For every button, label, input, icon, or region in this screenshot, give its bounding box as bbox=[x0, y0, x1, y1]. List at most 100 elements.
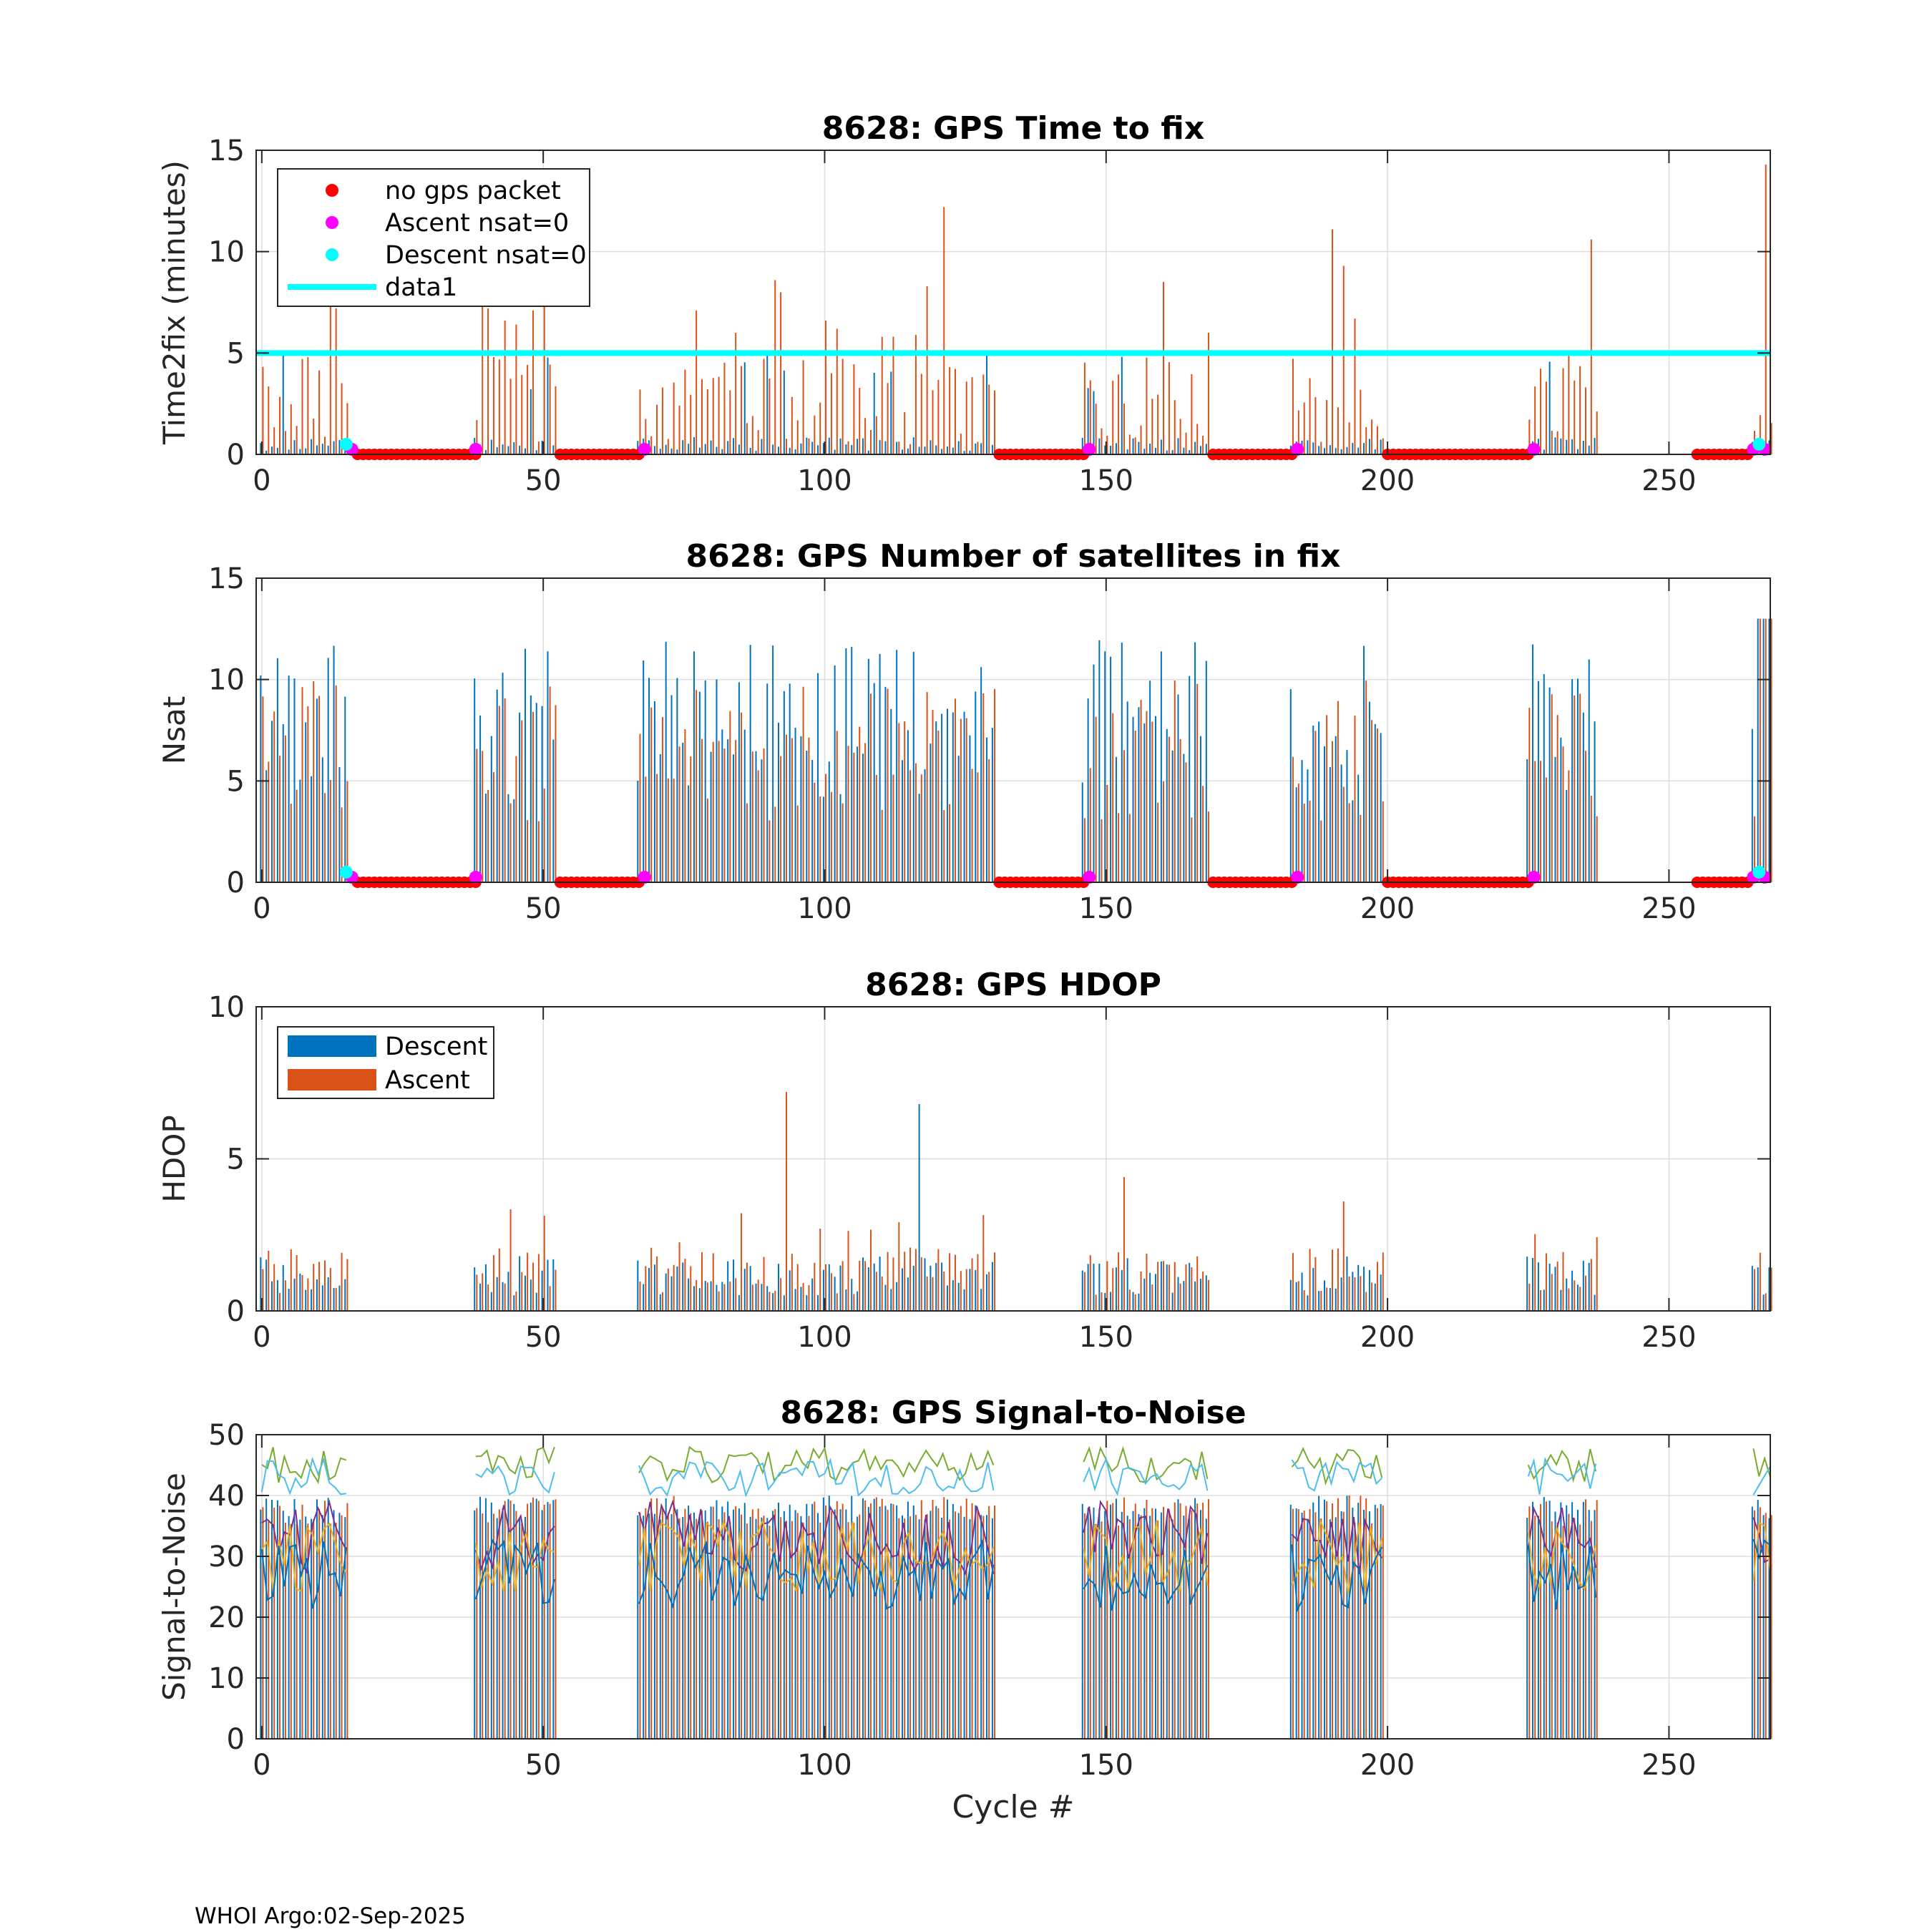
descent-nsat0-marker bbox=[1752, 437, 1766, 451]
legend-swatch bbox=[288, 1069, 376, 1091]
snr-series-line bbox=[1291, 1544, 1383, 1613]
ascent-nsat0-marker bbox=[1291, 870, 1304, 884]
x-tick-label: 250 bbox=[1641, 892, 1696, 925]
legend-label: Descent bbox=[385, 1033, 487, 1061]
x-tick-label: 50 bbox=[525, 464, 562, 497]
y-tick-label: 10 bbox=[208, 991, 245, 1024]
chart-title: 8628: GPS Number of satellites in fix bbox=[686, 538, 1341, 575]
snr-series-line bbox=[474, 1531, 555, 1592]
y-tick-label: 50 bbox=[208, 1419, 245, 1452]
snr-series-line bbox=[1083, 1546, 1209, 1611]
legend-marker bbox=[326, 216, 338, 229]
ascent-nsat0-marker bbox=[1083, 870, 1096, 884]
y-axis-label: Time2fix (minutes) bbox=[157, 160, 192, 445]
x-tick-label: 0 bbox=[253, 464, 270, 497]
descent-nsat0-marker bbox=[339, 865, 353, 879]
y-tick-label: 20 bbox=[208, 1601, 245, 1634]
snr-series-line bbox=[1752, 1538, 1771, 1560]
x-tick-label: 250 bbox=[1641, 1321, 1696, 1354]
y-tick-label: 40 bbox=[208, 1480, 245, 1513]
x-tick-label: 150 bbox=[1079, 1321, 1133, 1354]
x-tick-label: 50 bbox=[525, 892, 562, 925]
x-tick-label: 100 bbox=[797, 892, 852, 925]
legend-swatch bbox=[288, 1035, 376, 1057]
ascent-nsat0-marker bbox=[638, 442, 651, 456]
legend-label: no gps packet bbox=[385, 177, 561, 205]
x-tick-label: 50 bbox=[525, 1749, 562, 1782]
snr-series-line bbox=[475, 1465, 555, 1496]
x-tick-label: 50 bbox=[525, 1321, 562, 1354]
snr-series-line bbox=[1291, 1446, 1383, 1485]
ascent-nsat0-marker bbox=[1527, 442, 1541, 456]
y-tick-label: 0 bbox=[227, 439, 245, 472]
x-tick-label: 0 bbox=[253, 1749, 270, 1782]
snr-series-line bbox=[638, 1499, 995, 1576]
axes-box bbox=[255, 577, 1771, 883]
snr-series-line bbox=[1752, 1466, 1771, 1496]
x-tick-label: 200 bbox=[1360, 892, 1415, 925]
x-tick-label: 150 bbox=[1079, 464, 1133, 497]
ascent-nsat0-marker bbox=[638, 870, 651, 884]
snr-series-line bbox=[1291, 1459, 1382, 1492]
legend: Descent Ascent bbox=[277, 1026, 494, 1099]
legend-label: Ascent nsat=0 bbox=[385, 209, 569, 238]
snr-series-line bbox=[638, 1518, 995, 1592]
y-tick-label: 15 bbox=[208, 135, 245, 167]
snr-series-line bbox=[638, 1538, 995, 1610]
y-axis-label: HDOP bbox=[157, 1115, 192, 1202]
chart-panel-4: 0 50 100 150 200 250 0 10 20 30 40 50 8628: GPS Sign… bbox=[157, 1395, 1772, 1825]
snr-series-line bbox=[1291, 1516, 1383, 1574]
snr-series-line bbox=[1083, 1520, 1209, 1593]
legend-label: data1 bbox=[385, 273, 457, 302]
x-tick-label: 200 bbox=[1360, 1749, 1415, 1782]
snr-series-line bbox=[260, 1541, 347, 1609]
x-tick-label: 250 bbox=[1641, 464, 1696, 497]
snr-series-line bbox=[1527, 1448, 1597, 1483]
data-marks bbox=[260, 618, 1772, 882]
legend-label: Ascent bbox=[385, 1066, 470, 1095]
footer-timestamp: WHOI Argo:02-Sep-2025 bbox=[195, 1903, 466, 1929]
snr-series-line bbox=[1083, 1445, 1209, 1483]
snr-series-line bbox=[1083, 1499, 1209, 1564]
snr-series-line bbox=[1527, 1456, 1597, 1495]
descent-nsat0-marker bbox=[339, 437, 353, 451]
y-tick-label: 5 bbox=[227, 765, 245, 798]
x-tick-label: 150 bbox=[1079, 1749, 1133, 1782]
axes-box bbox=[255, 1434, 1771, 1740]
x-tick-label: 0 bbox=[253, 1321, 270, 1354]
chart-title: 8628: GPS Signal-to-Noise bbox=[780, 1395, 1246, 1431]
y-tick-label: 10 bbox=[208, 1662, 245, 1695]
x-tick-label: 100 bbox=[797, 464, 852, 497]
legend-marker bbox=[326, 248, 338, 261]
y-tick-label: 10 bbox=[208, 236, 245, 269]
y-axis-label: Nsat bbox=[157, 696, 192, 765]
legend-label: Descent nsat=0 bbox=[385, 241, 587, 270]
y-tick-label: 5 bbox=[227, 337, 245, 370]
snr-series-line bbox=[1527, 1527, 1597, 1591]
x-tick-label: 150 bbox=[1079, 892, 1133, 925]
axes-box bbox=[255, 150, 1771, 455]
snr-series-line bbox=[638, 1458, 995, 1498]
snr-series-line bbox=[474, 1538, 555, 1604]
legend-marker bbox=[326, 184, 338, 197]
snr-series-line bbox=[1083, 1457, 1209, 1496]
markers bbox=[339, 437, 1772, 460]
ascent-nsat0-marker bbox=[469, 442, 482, 456]
snr-series-line bbox=[638, 1445, 995, 1483]
chart-title: 8628: GPS HDOP bbox=[865, 967, 1161, 1003]
x-tick-label: 250 bbox=[1641, 1749, 1696, 1782]
data-marks bbox=[260, 1092, 1772, 1311]
snr-series-line bbox=[1527, 1506, 1597, 1568]
chart-panel-3: 0 50 100 150 200 250 0 5 10 8628: GPS HDOP HDOP Des… bbox=[157, 967, 1772, 1354]
ascent-nsat0-marker bbox=[1083, 442, 1096, 456]
descent-nsat0-marker bbox=[1752, 865, 1766, 879]
ascent-nsat0-marker bbox=[1291, 442, 1304, 456]
data-marks bbox=[260, 1445, 1772, 1739]
snr-series-line bbox=[1527, 1543, 1597, 1610]
markers bbox=[339, 865, 1772, 888]
ascent-nsat0-marker bbox=[1527, 870, 1541, 884]
y-tick-label: 0 bbox=[227, 1295, 245, 1328]
y-tick-label: 15 bbox=[208, 562, 245, 595]
snr-series-line bbox=[261, 1447, 347, 1485]
